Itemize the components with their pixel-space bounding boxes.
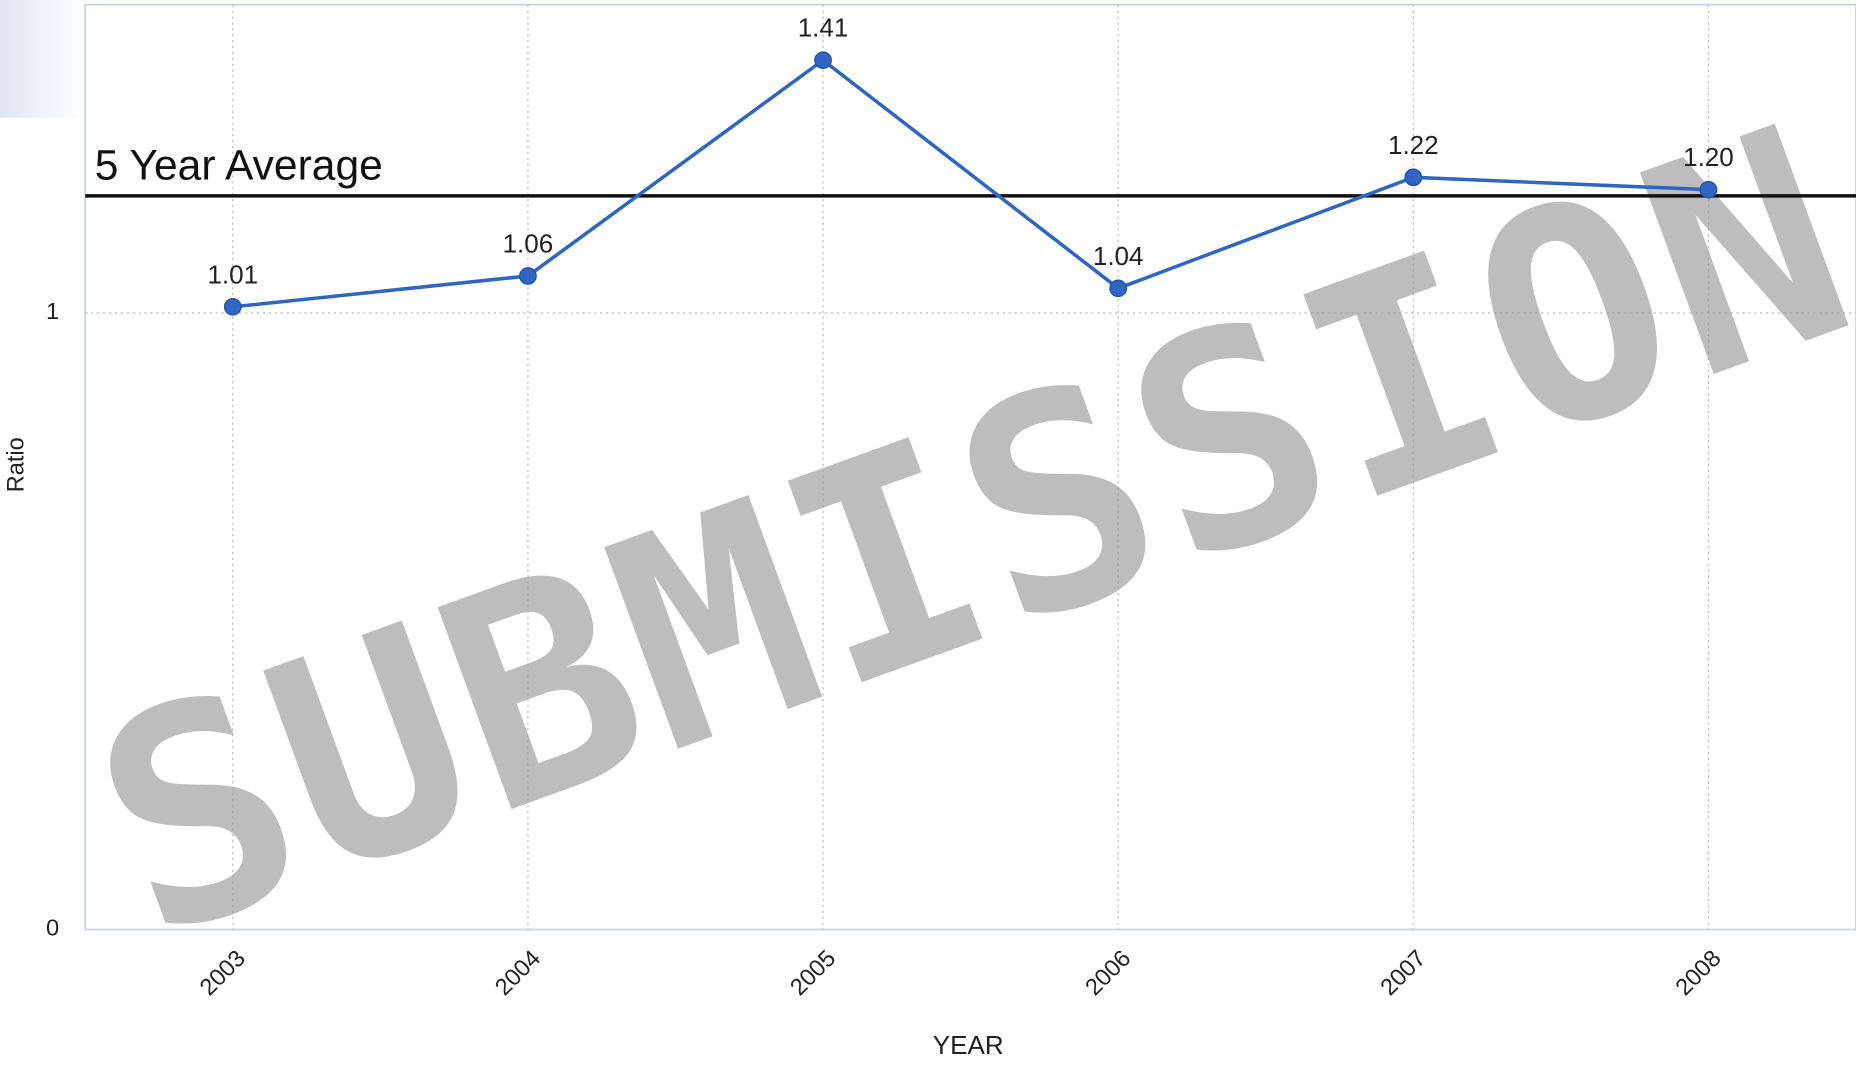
data-point — [1404, 168, 1423, 187]
y-tick-label: 1 — [46, 299, 59, 325]
plot-frame — [84, 3, 1856, 931]
x-axis-label: YEAR — [933, 1030, 1004, 1060]
y-axis-label: Ratio — [4, 437, 30, 492]
data-point — [1699, 180, 1718, 199]
data-point — [1109, 279, 1128, 298]
reference-line-label: 5 Year Average — [95, 142, 383, 189]
x-tick-label: 2004 — [490, 946, 546, 1001]
data-label: 1.04 — [1093, 241, 1144, 271]
x-tick-label: 2008 — [1671, 946, 1727, 1001]
data-label: 1.01 — [207, 259, 258, 289]
x-tick-label: 2005 — [786, 946, 842, 1001]
data-label: 1.22 — [1388, 130, 1439, 160]
data-point — [519, 267, 537, 285]
data-label: 1.06 — [503, 229, 554, 259]
x-tick-label: 2007 — [1376, 946, 1432, 1001]
background-shade — [0, 0, 83, 118]
series-line — [232, 57, 1709, 309]
watermark: SUBMISSION — [57, 61, 1856, 1005]
y-tick-label: 0 — [46, 916, 59, 942]
data-point — [223, 297, 242, 316]
data-label: 1.41 — [798, 13, 849, 43]
data-point — [814, 51, 832, 70]
x-tick-label: 2006 — [1081, 946, 1137, 1001]
data-label: 1.20 — [1683, 142, 1734, 172]
